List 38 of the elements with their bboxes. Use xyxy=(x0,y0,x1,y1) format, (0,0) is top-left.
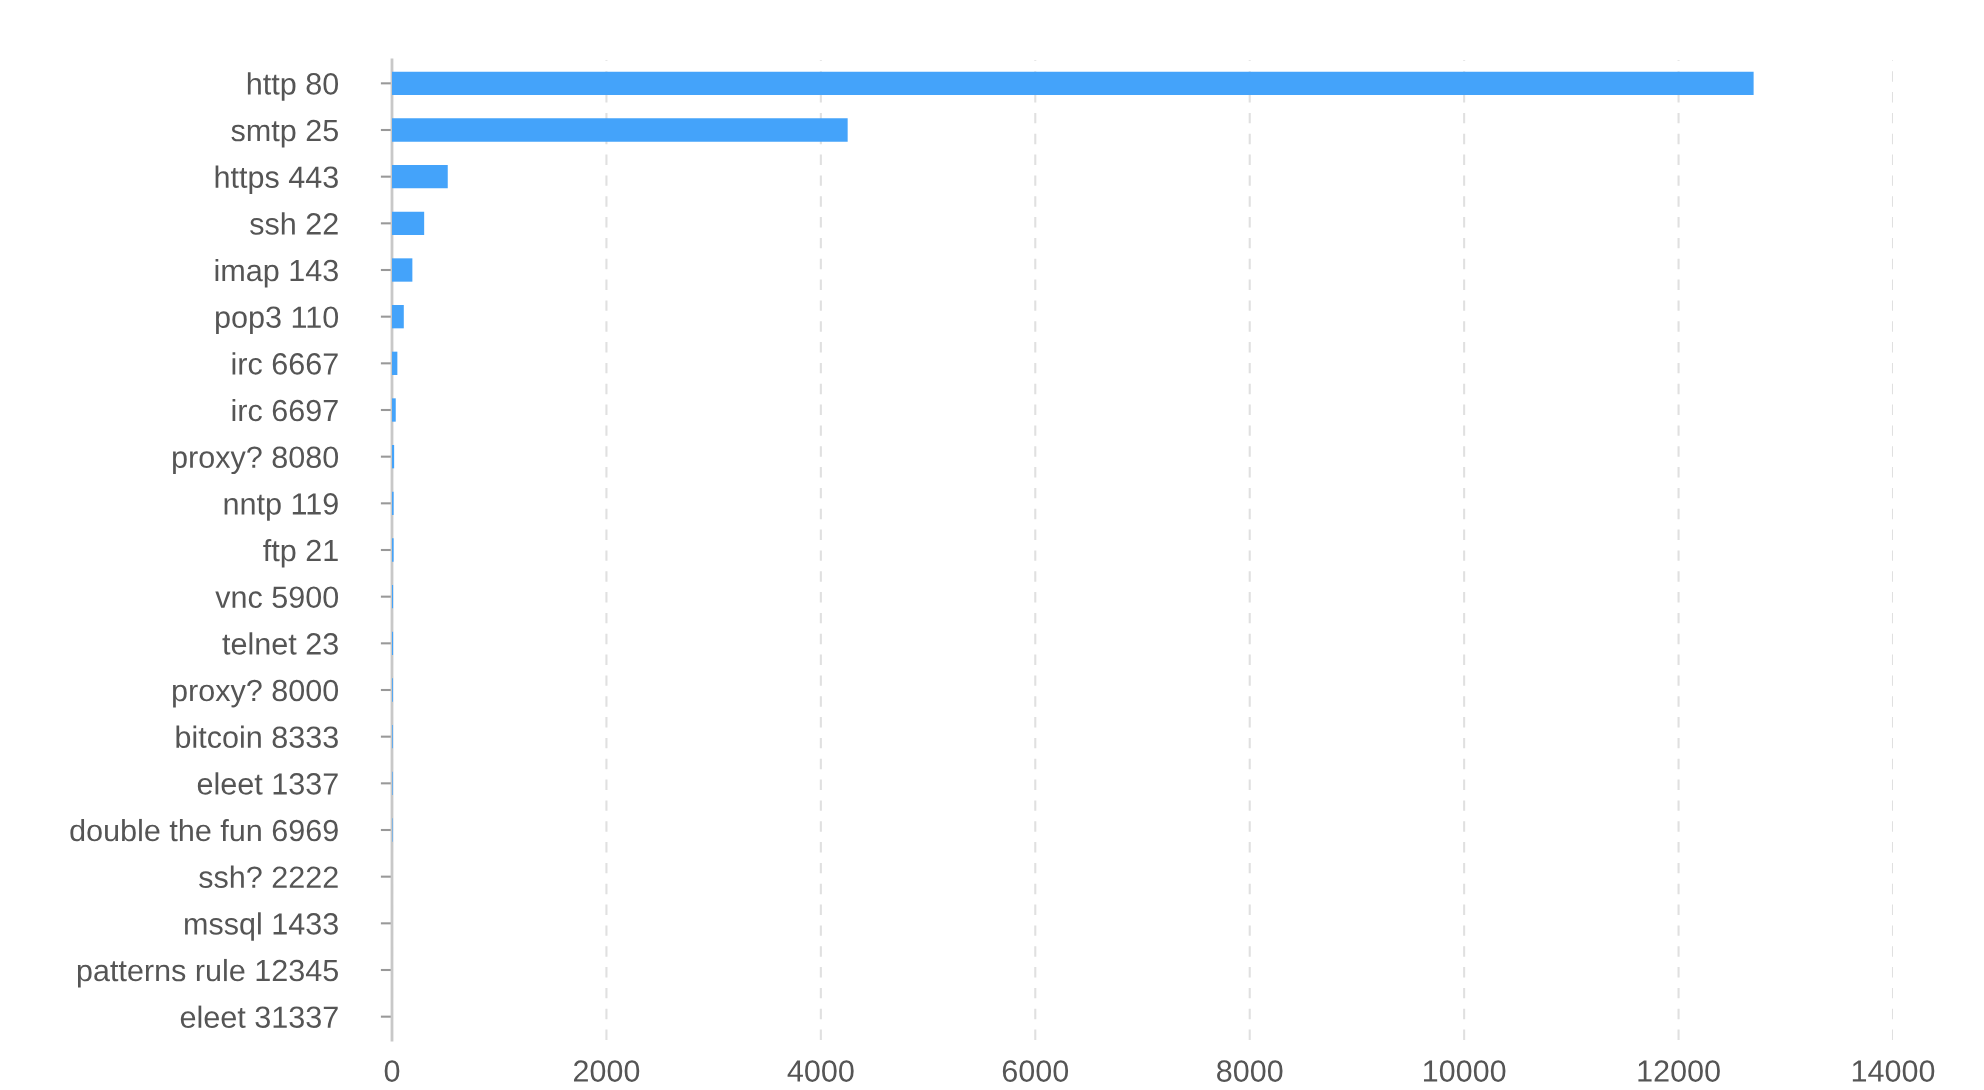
y-tick-label: proxy? 8080 xyxy=(173,446,339,475)
y-tick-label: irc 6667 xyxy=(232,352,338,375)
y-tick-label: eleet 1337 xyxy=(197,772,338,795)
x-tick-label: 0 xyxy=(384,1060,400,1082)
y-tick-label: ftp 21 xyxy=(263,538,338,568)
x-tick-label: 4000 xyxy=(787,1060,854,1082)
y-tick-label: proxy? 8000 xyxy=(173,679,339,708)
y-tick-label: patterns rule 12345 xyxy=(77,958,338,988)
bar xyxy=(392,305,404,329)
bar xyxy=(392,165,448,189)
bar xyxy=(392,445,395,469)
bar xyxy=(392,258,413,282)
bar xyxy=(392,71,1754,95)
x-tick-label: 8000 xyxy=(1217,1060,1283,1082)
bar xyxy=(392,211,425,235)
bar xyxy=(392,118,848,142)
y-tick-label: eleet 31337 xyxy=(180,1005,338,1029)
x-tick-label: 10000 xyxy=(1423,1060,1506,1082)
x-tick-label: 12000 xyxy=(1638,1060,1720,1082)
y-tick-label: https 443 xyxy=(215,165,338,195)
x-tick-label: 14000 xyxy=(1852,1060,1935,1082)
y-tick-label: bitcoin 8333 xyxy=(176,725,338,749)
y-tick-label: pop3 110 xyxy=(216,306,339,335)
y-tick-label: smtp 25 xyxy=(231,119,338,148)
y-tick-label: imap 143 xyxy=(215,258,338,288)
x-tick-label: 6000 xyxy=(1002,1060,1069,1082)
bar xyxy=(392,351,398,375)
y-tick-label: http 80 xyxy=(247,72,339,101)
y-tick-label: ssh? 2222 xyxy=(199,865,338,889)
y-tick-label: mssql 1433 xyxy=(185,912,338,941)
x-tick-label: 2000 xyxy=(573,1060,640,1082)
y-tick-label: double the fun 6969 xyxy=(70,818,338,842)
y-tick-label: nntp 119 xyxy=(224,493,338,521)
y-tick-label: vnc 5900 xyxy=(215,586,339,609)
bar xyxy=(392,398,396,422)
y-tick-label: irc 6697 xyxy=(232,398,338,422)
y-tick-label: telnet 23 xyxy=(222,632,338,655)
y-tick-label: ssh 22 xyxy=(250,212,338,235)
